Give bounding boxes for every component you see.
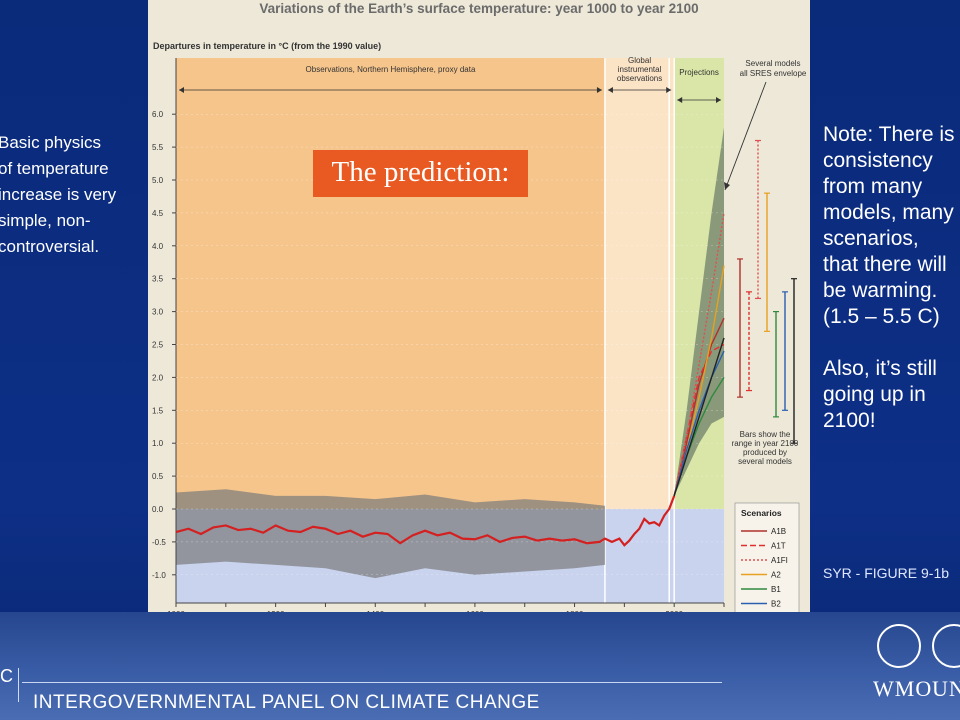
chart-ylabel: Departures in temperature in °C (from th… xyxy=(153,41,381,51)
period-arrowhead-left-1 xyxy=(607,87,613,93)
period-arrowhead-right-0 xyxy=(596,87,602,93)
observed-temperature-line xyxy=(175,495,676,547)
y-tick-label-14: -1.0 xyxy=(152,571,166,580)
projection-envelope xyxy=(674,127,724,496)
prediction-callout-text: The prediction: xyxy=(331,156,510,188)
legend-title: Scenarios xyxy=(741,508,782,518)
scenario-line-b2 xyxy=(673,350,725,497)
period-label-1: Global instrumental observations xyxy=(617,56,662,83)
scenario-line-a1b xyxy=(673,317,725,497)
period-label-2: Projections xyxy=(679,68,719,77)
unep-logo-text: UNEP xyxy=(932,676,960,701)
climate-figure: Variations of the Earth’s surface temper… xyxy=(148,0,810,655)
envelope-pointer xyxy=(724,81,767,191)
wmo-logo-icon xyxy=(877,624,921,668)
legend-label-b2: B2 xyxy=(771,600,781,609)
scenario-line-a1fi xyxy=(673,212,725,496)
prediction-callout: The prediction: xyxy=(313,150,528,197)
period-arrowhead-left-0 xyxy=(179,87,184,93)
ipcc-logo-fragment: C xyxy=(0,666,13,686)
y-tick-label-7: 2.5 xyxy=(152,341,164,350)
y-tick-label-8: 2.0 xyxy=(152,373,164,382)
figure-reference: SYR - FIGURE 9-1b xyxy=(823,565,950,581)
wmo-logo-text: WMO xyxy=(873,676,933,701)
right-note: Note: There is consistency from many mod… xyxy=(823,123,955,432)
y-tick-label-1: 5.5 xyxy=(152,143,164,152)
y-tick-label-10: 1.0 xyxy=(152,439,164,448)
left-note: Basic physics of temperature increase is… xyxy=(0,133,117,256)
legend-label-a1fi: A1FI xyxy=(771,556,788,565)
scenario-line-is92a xyxy=(673,337,725,497)
period-label-0: Observations, Northern Hemisphere, proxy… xyxy=(306,65,476,74)
period-background-0 xyxy=(176,58,605,509)
legend-label-b1: B1 xyxy=(771,585,781,594)
footer-separator xyxy=(18,668,19,702)
proxy-uncertainty-band xyxy=(176,489,605,579)
y-tick-label-11: 0.5 xyxy=(152,472,164,481)
y-tick-label-3: 4.5 xyxy=(152,209,164,218)
y-tick-label-12: 0.0 xyxy=(152,505,164,514)
legend-label-a2: A2 xyxy=(771,571,781,580)
y-tick-label-5: 3.5 xyxy=(152,275,164,284)
organization-name: INTERGOVERNMENTAL PANEL ON CLIMATE CHANG… xyxy=(33,692,540,713)
y-tick-label-4: 4.0 xyxy=(152,242,164,251)
y-tick-label-9: 1.5 xyxy=(152,406,164,415)
footer-band xyxy=(0,612,960,720)
y-tick-label-6: 3.0 xyxy=(152,308,164,317)
y-tick-label-13: -0.5 xyxy=(152,538,166,547)
period-background-1 xyxy=(604,58,675,509)
y-tick-label-0: 6.0 xyxy=(152,110,164,119)
legend-label-a1t: A1T xyxy=(771,542,786,551)
envelope-annotation: Several models all SRES envelope xyxy=(740,59,807,78)
footer-rule xyxy=(22,682,722,683)
range-bars-note: Bars show the range in year 2100 produced … xyxy=(732,430,799,466)
legend-box xyxy=(734,502,800,630)
period-arrowhead-left-2 xyxy=(677,97,683,103)
legend-label-a1b: A1B xyxy=(771,527,786,536)
period-arrowhead-right-2 xyxy=(716,97,721,103)
chart-title: Variations of the Earth’s surface temper… xyxy=(259,1,698,16)
y-tick-label-2: 5.0 xyxy=(152,176,164,185)
envelope-pointer-head xyxy=(724,182,730,190)
temperature-chart: Variations of the Earth’s surface temper… xyxy=(152,1,807,630)
period-arrowhead-right-1 xyxy=(666,87,672,93)
